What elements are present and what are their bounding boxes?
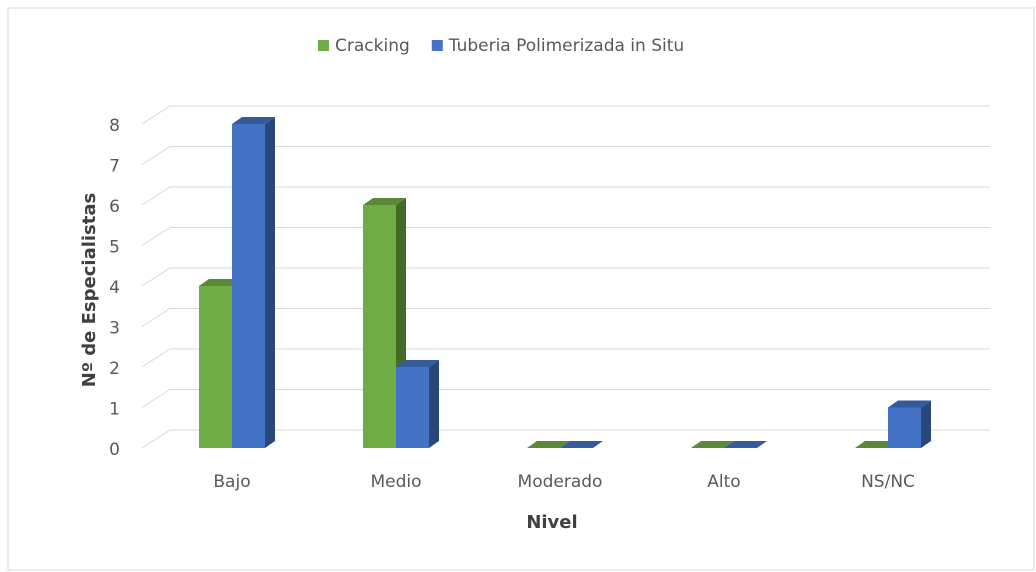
- x-tick-label: Bajo: [213, 472, 250, 492]
- grid-line: [141, 308, 990, 327]
- bar: [396, 360, 439, 448]
- bar-top: [232, 117, 275, 124]
- x-axis-title: Nivel: [526, 512, 577, 533]
- bar-front: [396, 367, 429, 448]
- bar-top: [724, 441, 767, 448]
- x-tick-label: Medio: [370, 472, 421, 492]
- bars: [199, 117, 931, 448]
- legend-swatch: [318, 40, 329, 51]
- bar: [691, 441, 734, 448]
- bar: [232, 117, 275, 448]
- grid-line: [141, 389, 990, 408]
- bar: [724, 441, 767, 448]
- bar-top: [560, 441, 603, 448]
- grid-line: [141, 105, 990, 125]
- bar-top: [888, 400, 931, 408]
- y-tick-label: 4: [109, 278, 120, 298]
- legend-swatch: [431, 40, 443, 51]
- y-tick-label: 1: [109, 400, 120, 420]
- bar: [527, 441, 570, 448]
- y-tick-label: 5: [109, 238, 120, 258]
- bar-side: [265, 117, 275, 448]
- y-tick-label: 6: [109, 197, 120, 217]
- x-tick-label: NS/NC: [861, 472, 915, 492]
- bar: [855, 441, 898, 448]
- grid-line: [141, 146, 990, 165]
- bar-side: [429, 360, 439, 448]
- legend-label: Cracking: [335, 36, 410, 56]
- grid-line: [141, 348, 990, 368]
- x-tick-label: Moderado: [518, 472, 603, 492]
- bar-top: [527, 441, 570, 448]
- x-tick-label: Alto: [707, 472, 740, 492]
- y-tick-label: 7: [109, 157, 120, 177]
- chart-border: [7, 7, 1035, 571]
- y-tick-label: 3: [109, 319, 120, 339]
- y-axis-title: Nº de Especialistas: [79, 193, 100, 387]
- bar-front: [888, 407, 921, 448]
- bar-top: [396, 360, 439, 367]
- bar-top: [363, 198, 406, 205]
- grid-line: [141, 429, 990, 449]
- y-tick-label: 2: [109, 359, 120, 379]
- bar: [560, 441, 603, 448]
- bar-front: [232, 124, 265, 448]
- bar-front: [199, 286, 232, 448]
- bar-top: [691, 441, 734, 448]
- grid-line: [141, 186, 990, 206]
- legend-label: Tuberia Polimerizada in Situ: [448, 36, 684, 56]
- bar-top: [855, 441, 898, 448]
- grid-line: [141, 267, 990, 287]
- bar-top: [199, 279, 242, 286]
- y-tick-label: 0: [109, 440, 120, 460]
- grid-line: [141, 227, 990, 246]
- bar: [888, 400, 931, 448]
- bar-front: [363, 205, 396, 448]
- bar-side: [921, 400, 931, 448]
- y-tick-label: 8: [109, 116, 120, 136]
- grid: [141, 105, 990, 449]
- legend: Cracking Tuberia Polimerizada in Situ: [318, 36, 684, 56]
